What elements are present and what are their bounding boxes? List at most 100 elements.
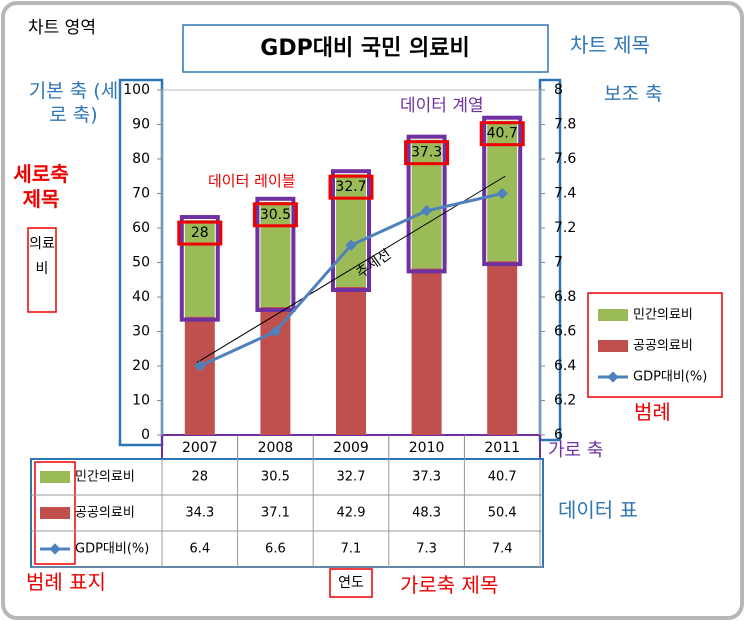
- bar: [336, 286, 366, 435]
- table-cell: 42.9: [337, 506, 366, 521]
- y-tick-label: 40: [132, 289, 150, 305]
- y2-tick-label: 7.2: [554, 220, 576, 236]
- annotation: 기본 축 (세로 축): [28, 80, 119, 126]
- data-label: 40.7: [487, 126, 518, 142]
- table-row-label: 공공의료비: [75, 506, 135, 521]
- axis-title-box: [27, 227, 57, 313]
- trendline: [196, 175, 506, 363]
- x-tick-label: 2009: [333, 440, 369, 456]
- annotation: 세로축 제목: [13, 162, 69, 211]
- y-axis-title: 의료비: [29, 236, 55, 277]
- bar: [411, 139, 442, 269]
- table-cell: 34.3: [185, 506, 214, 521]
- y2-tick-label: 7.6: [554, 151, 576, 167]
- marker: [194, 360, 206, 372]
- annotation: 보조 축: [604, 83, 663, 105]
- series-highlight: [406, 134, 447, 274]
- y-tick-label: 90: [132, 117, 150, 133]
- annotation: 가로축 제목: [400, 573, 499, 597]
- label-highlight: [328, 174, 374, 200]
- marker: [496, 187, 508, 200]
- x-axis-title: 연도: [338, 575, 364, 591]
- table-cell: 6.4: [189, 542, 210, 557]
- table-legend-key: [40, 507, 70, 519]
- legend-label: 민간의료비: [633, 308, 693, 323]
- legend-key-box: [34, 461, 76, 565]
- y2-tick-label: 6.2: [554, 393, 576, 409]
- table-legend-key: [49, 543, 61, 555]
- chart-title: GDP대비 국민 의료비: [260, 36, 469, 61]
- annotation: 데이터 표: [558, 498, 638, 522]
- table-row-label: 민간의료비: [75, 470, 135, 485]
- table-cell: 37.3: [412, 470, 441, 485]
- table-cell: 6.6: [265, 542, 286, 557]
- annotation: 차트 영역: [28, 18, 96, 38]
- series-highlight: [179, 215, 220, 322]
- series-highlight: [482, 115, 523, 267]
- legend-key: [607, 371, 619, 383]
- y-tick-label: 100: [123, 82, 150, 98]
- annotation: 가로 축: [548, 440, 604, 461]
- legend-key: [598, 309, 628, 321]
- bar: [336, 174, 366, 287]
- table-row-label: GDP대비(%): [75, 542, 149, 557]
- bar: [184, 220, 215, 317]
- y2-tick-label: 7.8: [554, 117, 576, 133]
- legend-label: GDP대비(%): [633, 370, 707, 385]
- bar: [184, 316, 215, 435]
- data-label: 30.5: [260, 207, 291, 223]
- y-tick-label: 70: [132, 186, 150, 202]
- y2-tick-label: 7: [554, 255, 563, 271]
- y2-tick-label: 6.6: [554, 324, 576, 340]
- axis-title-box: [329, 568, 373, 598]
- data-label: 28: [191, 225, 209, 241]
- y2-tick-label: 6.8: [554, 289, 576, 305]
- annotation: 범례 표지: [26, 570, 106, 594]
- table-cell: 32.7: [337, 470, 366, 485]
- data-label: 37.3: [411, 145, 442, 161]
- y2-tick-label: 7.4: [554, 186, 576, 202]
- series-highlight: [331, 169, 371, 292]
- y-tick-label: 20: [132, 358, 150, 374]
- legend-label: 공공의료비: [633, 339, 693, 354]
- bar: [487, 261, 518, 435]
- marker: [345, 239, 357, 251]
- y2-tick-label: 8: [554, 82, 563, 98]
- data-label: 32.7: [335, 179, 366, 195]
- marker: [269, 325, 282, 338]
- table-cell: 50.4: [488, 506, 517, 521]
- table-cell: 7.4: [492, 542, 513, 557]
- table-cell: 7.3: [416, 542, 437, 557]
- marker: [420, 205, 433, 217]
- table-cell: 28: [192, 470, 209, 485]
- y2-tick-label: 6.4: [554, 358, 576, 374]
- bar: [411, 268, 442, 435]
- table-cell: 40.7: [488, 470, 517, 485]
- label-highlight: [177, 220, 223, 246]
- label-highlight: [404, 140, 450, 166]
- x-tick-label: 2010: [409, 440, 445, 456]
- title-box: [182, 24, 549, 73]
- table-cell: 30.5: [261, 470, 290, 485]
- annotation: 데이터 레이블: [208, 172, 296, 190]
- table-cell: 7.1: [341, 542, 362, 557]
- x-tick-label: 2011: [484, 440, 520, 456]
- table-cell: 37.1: [261, 506, 290, 521]
- y2-tick-label: 6: [554, 427, 563, 443]
- y-tick-label: 30: [132, 324, 150, 340]
- y-tick-label: 50: [132, 255, 150, 271]
- x-tick-label: 2007: [182, 440, 218, 456]
- bar: [260, 201, 291, 308]
- annotation: 데이터 계열: [400, 96, 484, 116]
- annotation: 차트 제목: [570, 33, 650, 57]
- y-tick-label: 10: [132, 393, 150, 409]
- y-tick-label: 0: [141, 427, 150, 443]
- y-tick-label: 80: [132, 151, 150, 167]
- y-tick-label: 60: [132, 220, 150, 236]
- table-legend-key: [40, 471, 70, 483]
- series-highlight: [255, 196, 296, 313]
- label-highlight: [479, 121, 525, 147]
